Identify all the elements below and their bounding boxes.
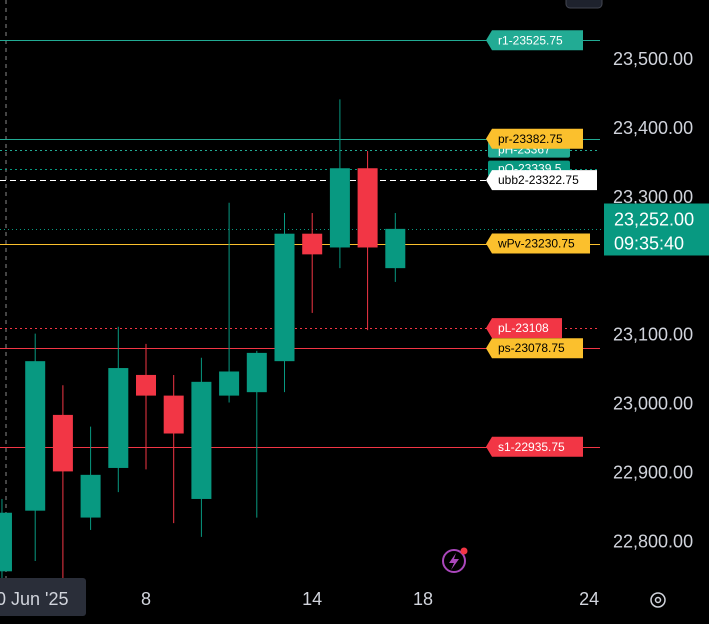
candle-body-15 — [357, 168, 378, 248]
y-tick-label-0: 23,500.00 — [613, 49, 693, 69]
level-tag-bg-0 — [486, 30, 583, 51]
level-tag-bg-1 — [486, 128, 583, 149]
candle-body-3 — [25, 361, 46, 511]
lightning-icon[interactable] — [442, 547, 468, 573]
level-tag-bg-6 — [486, 436, 583, 457]
level-tag-label-1: pr-23382.75 — [498, 132, 563, 146]
level-tag-label-6: s1-22935.75 — [498, 440, 565, 454]
candle-body-4 — [52, 414, 73, 472]
x-tick-label-2: 14 — [302, 589, 322, 609]
level-tag-label-3: wPv-23230.75 — [497, 237, 575, 251]
y-tick-label-4: 23,000.00 — [613, 394, 693, 414]
current-price-label: 23,252.00 — [614, 210, 694, 230]
y-tick-label-6: 22,800.00 — [613, 531, 693, 551]
candle-body-10 — [219, 371, 240, 396]
candle-body-13 — [302, 233, 323, 255]
y-tick-label-5: 22,900.00 — [613, 462, 693, 482]
level-tag-label-2: ubb2-23322.75 — [498, 173, 579, 187]
level-tag-label-5: ps-23078.75 — [498, 341, 565, 355]
candles — [0, 99, 406, 586]
top-partial-button[interactable] — [565, 0, 603, 9]
time-axis[interactable]: 0 Jun '25 8 14 18 24 — [0, 578, 599, 616]
candle-body-16 — [385, 228, 406, 269]
x-highlight-bg — [0, 578, 86, 616]
level-tag-bg-4 — [486, 318, 562, 339]
price-axis[interactable]: 23,500.00 23,400.00 23,300.00 23,100.00 23,0… — [604, 49, 709, 551]
candle-body-2 — [0, 512, 12, 572]
candle-body-9 — [191, 381, 212, 499]
y-tick-label-2: 23,300.00 — [613, 187, 693, 207]
candle-body-8 — [163, 395, 184, 434]
level-tag-bg-3 — [486, 233, 590, 254]
candle-body-5 — [80, 474, 101, 518]
candle-body-14 — [329, 168, 350, 248]
level-tag-label-4: pL-23108 — [498, 321, 549, 335]
y-tick-label-3: 23,100.00 — [613, 325, 693, 345]
candle-body-12 — [274, 233, 295, 362]
current-price-box — [604, 203, 709, 256]
gear-icon[interactable] — [650, 592, 666, 608]
level-tags: pH-23367pO-23339.5r1-23525.75pr-23382.75… — [486, 30, 597, 457]
candle-body-11 — [246, 352, 267, 393]
level-tag-bg-5 — [486, 338, 583, 359]
level-tag-bg-2 — [486, 170, 597, 191]
level-tag-label-0: r1-23525.75 — [498, 33, 563, 47]
countdown-label: 09:35:40 — [614, 234, 684, 254]
x-tick-label-3: 18 — [413, 589, 433, 609]
candle-body-7 — [136, 374, 156, 396]
x-tick-label-0: 0 Jun '25 — [0, 589, 69, 609]
x-tick-label-4: 24 — [579, 589, 599, 609]
y-tick-label-1: 23,400.00 — [613, 118, 693, 138]
candle-body-6 — [108, 368, 129, 468]
x-tick-label-1: 8 — [141, 589, 151, 609]
